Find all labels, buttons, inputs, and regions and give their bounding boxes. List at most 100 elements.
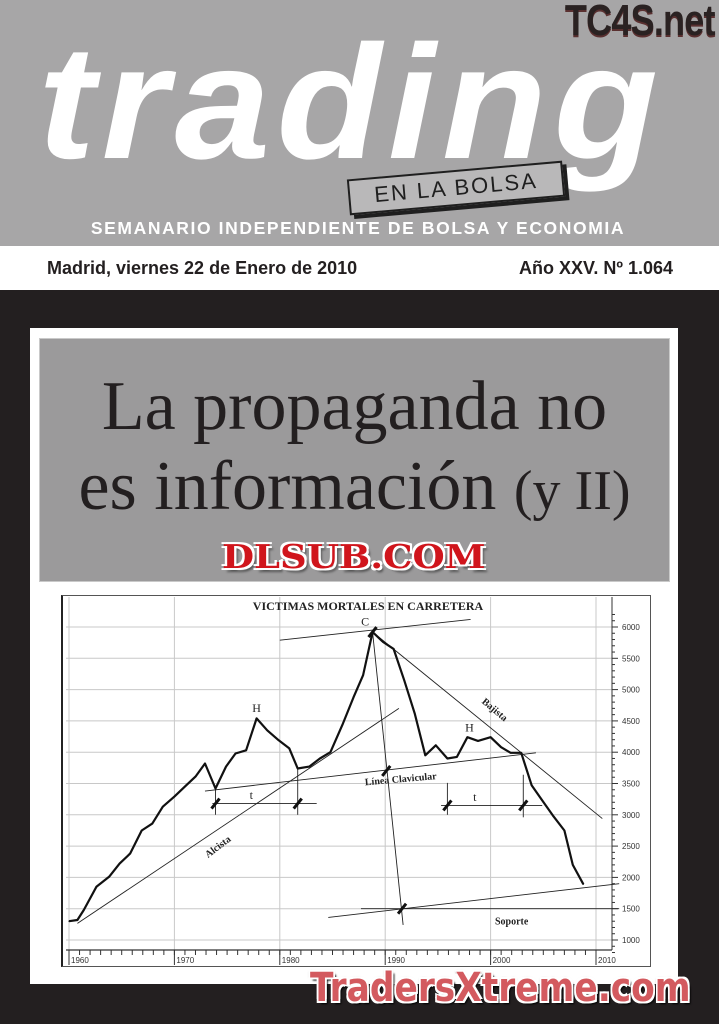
- y-tick-label: 5500: [622, 654, 640, 663]
- y-tick-label: 2000: [622, 873, 640, 882]
- x-tick-label: 1960: [71, 956, 89, 965]
- x-tick-label: 2000: [493, 956, 511, 965]
- headline-line-2-main: es información: [78, 448, 497, 525]
- chart-title: VICTIMAS MORTALES EN CARRETERA: [253, 599, 484, 613]
- chart-annotation-label: C: [361, 615, 369, 629]
- chart-annotation-label: Alcista: [203, 834, 233, 861]
- data-point: [234, 752, 237, 755]
- issue-bar: [0, 246, 719, 290]
- data-point: [278, 739, 280, 741]
- data-point: [500, 746, 502, 748]
- data-point: [162, 806, 164, 808]
- headline-box: [39, 338, 670, 582]
- data-point: [541, 799, 543, 802]
- chart-frame: [61, 595, 651, 967]
- data-point: [225, 765, 227, 768]
- slash-marker: [367, 626, 378, 638]
- data-point: [76, 919, 79, 921]
- headline-line-2: es información (y II): [39, 452, 670, 522]
- issue-number: Año XXV. Nº 1.064: [519, 258, 673, 278]
- headline-line-1: La propaganda no: [101, 368, 608, 445]
- data-point: [414, 712, 416, 714]
- data-point: [362, 674, 364, 676]
- data-point: [382, 641, 384, 643]
- chart: 1000 1500 2000 2500 3000 3500 4000 4500 5000 5500…: [66, 597, 640, 965]
- slash-marker: [442, 799, 453, 812]
- chart-annotation-label: t: [250, 788, 254, 802]
- annotation-line-soporte: [328, 883, 620, 918]
- data-point: [319, 757, 321, 760]
- x-tick-label: 1980: [282, 956, 300, 965]
- data-point: [141, 829, 143, 832]
- slash-marker: [381, 765, 392, 777]
- annotation-line-c-projection: [372, 631, 404, 926]
- data-point: [446, 757, 448, 760]
- y-tick-label: 5000: [622, 686, 640, 695]
- data-point: [214, 787, 217, 790]
- data-point: [129, 853, 131, 855]
- issue-date: Madrid, viernes 22 de Enero de 2010: [47, 258, 358, 278]
- y-tick-label: 1000: [622, 936, 640, 945]
- slash-marker: [518, 799, 529, 812]
- watermark-tc4s: TC4S.net: [565, 0, 716, 45]
- data-series-line: [68, 630, 585, 923]
- data-point: [456, 756, 458, 758]
- data-point: [173, 796, 175, 798]
- data-point: [95, 886, 98, 888]
- data-point: [266, 729, 268, 731]
- data-point: [393, 648, 395, 650]
- data-point: [204, 762, 206, 765]
- annotation-line-alcista: [77, 708, 400, 924]
- headline-line-2-suffix: (y II): [513, 460, 631, 522]
- data-point: [329, 751, 331, 753]
- chart-annotation-label: Línea Clavicular: [364, 771, 437, 788]
- chart-annotation-label: H: [252, 701, 261, 715]
- x-tick-label: 1990: [387, 956, 405, 965]
- data-point: [520, 752, 522, 754]
- y-tick-label: 3500: [622, 780, 640, 789]
- y-tick-label: 2500: [622, 842, 640, 851]
- y-tick-label: 1500: [622, 905, 640, 914]
- slash-marker: [396, 902, 408, 915]
- data-point: [572, 864, 574, 866]
- data-point: [297, 767, 299, 770]
- data-point: [83, 909, 85, 911]
- data-point: [563, 829, 565, 832]
- chart-annotation-label: t: [473, 790, 477, 804]
- tagline: SEMANARIO INDEPENDIENTE DE BOLSA Y ECONO…: [90, 218, 626, 238]
- chart-annotation-label: Soporte: [495, 916, 529, 927]
- y-tick-label: 4500: [622, 717, 640, 726]
- watermark-dlsub: DLSUB.COM: [222, 537, 486, 576]
- chart-annotation-label: H: [465, 721, 474, 735]
- data-point: [510, 752, 512, 754]
- y-tick-label: 3000: [622, 811, 640, 820]
- y-tick-label: 6000: [622, 623, 640, 632]
- data-point: [308, 765, 310, 768]
- data-point: [531, 784, 533, 786]
- data-point: [403, 679, 405, 681]
- brand-logo: trading: [38, 12, 665, 193]
- data-point: [256, 717, 258, 719]
- watermark-tradersxtreme: TradersXtreme.com: [310, 965, 691, 1011]
- annotation-line-bajista: [372, 631, 603, 819]
- data-point: [435, 744, 437, 746]
- annotation-line-l-nea-clavicular: [204, 752, 536, 792]
- data-point: [582, 883, 584, 885]
- data-point: [466, 736, 469, 738]
- data-point: [490, 736, 492, 738]
- slash-marker: [292, 797, 303, 810]
- data-point: [288, 747, 290, 750]
- data-point: [194, 776, 197, 778]
- data-point: [352, 696, 355, 698]
- data-point: [424, 754, 426, 756]
- y-tick-label: 4000: [622, 748, 640, 757]
- data-point: [342, 722, 344, 725]
- data-point: [151, 822, 153, 825]
- data-point: [118, 863, 121, 865]
- data-point: [108, 876, 110, 878]
- data-point: [477, 740, 479, 742]
- slash-marker: [210, 797, 221, 810]
- x-tick-label: 1970: [176, 956, 194, 965]
- data-point: [68, 920, 70, 922]
- data-point: [184, 786, 186, 788]
